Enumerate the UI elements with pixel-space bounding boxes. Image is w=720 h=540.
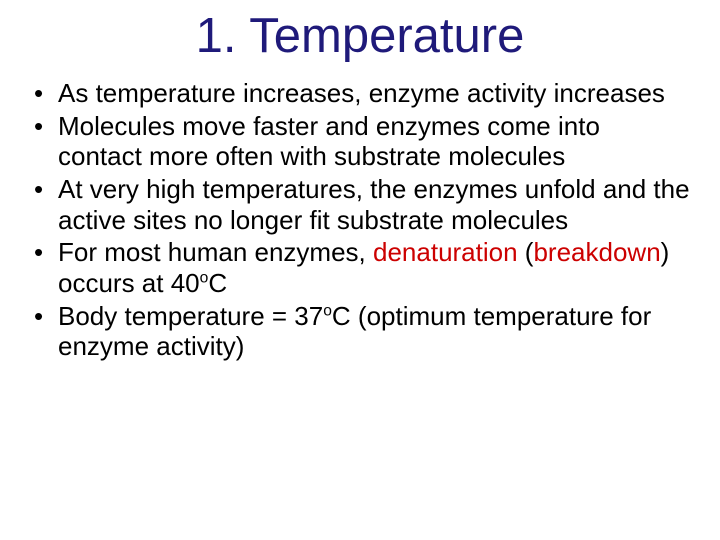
highlight-text: denaturation [373, 237, 518, 267]
bullet-item: Molecules move faster and enzymes come i… [30, 111, 690, 172]
superscript: o [323, 302, 332, 319]
bullet-text: Body temperature = 37 [58, 301, 323, 331]
bullet-text: At very high temperatures, the enzymes u… [58, 174, 690, 235]
bullet-text: For most human enzymes, [58, 237, 373, 267]
bullet-item: At very high temperatures, the enzymes u… [30, 174, 690, 235]
bullet-item: As temperature increases, enzyme activit… [30, 78, 690, 109]
highlight-text: breakdown [533, 237, 660, 267]
slide: 1. Temperature As temperature increases,… [0, 0, 720, 540]
bullet-item: For most human enzymes, denaturation (br… [30, 237, 690, 298]
bullet-list: As temperature increases, enzyme activit… [30, 78, 690, 362]
bullet-text: As temperature increases, enzyme activit… [58, 78, 665, 108]
bullet-text: ( [518, 237, 534, 267]
slide-title: 1. Temperature [30, 8, 690, 64]
bullet-text: Molecules move faster and enzymes come i… [58, 111, 600, 172]
bullet-text: C [208, 268, 227, 298]
bullet-item: Body temperature = 37oC (optimum tempera… [30, 301, 690, 362]
